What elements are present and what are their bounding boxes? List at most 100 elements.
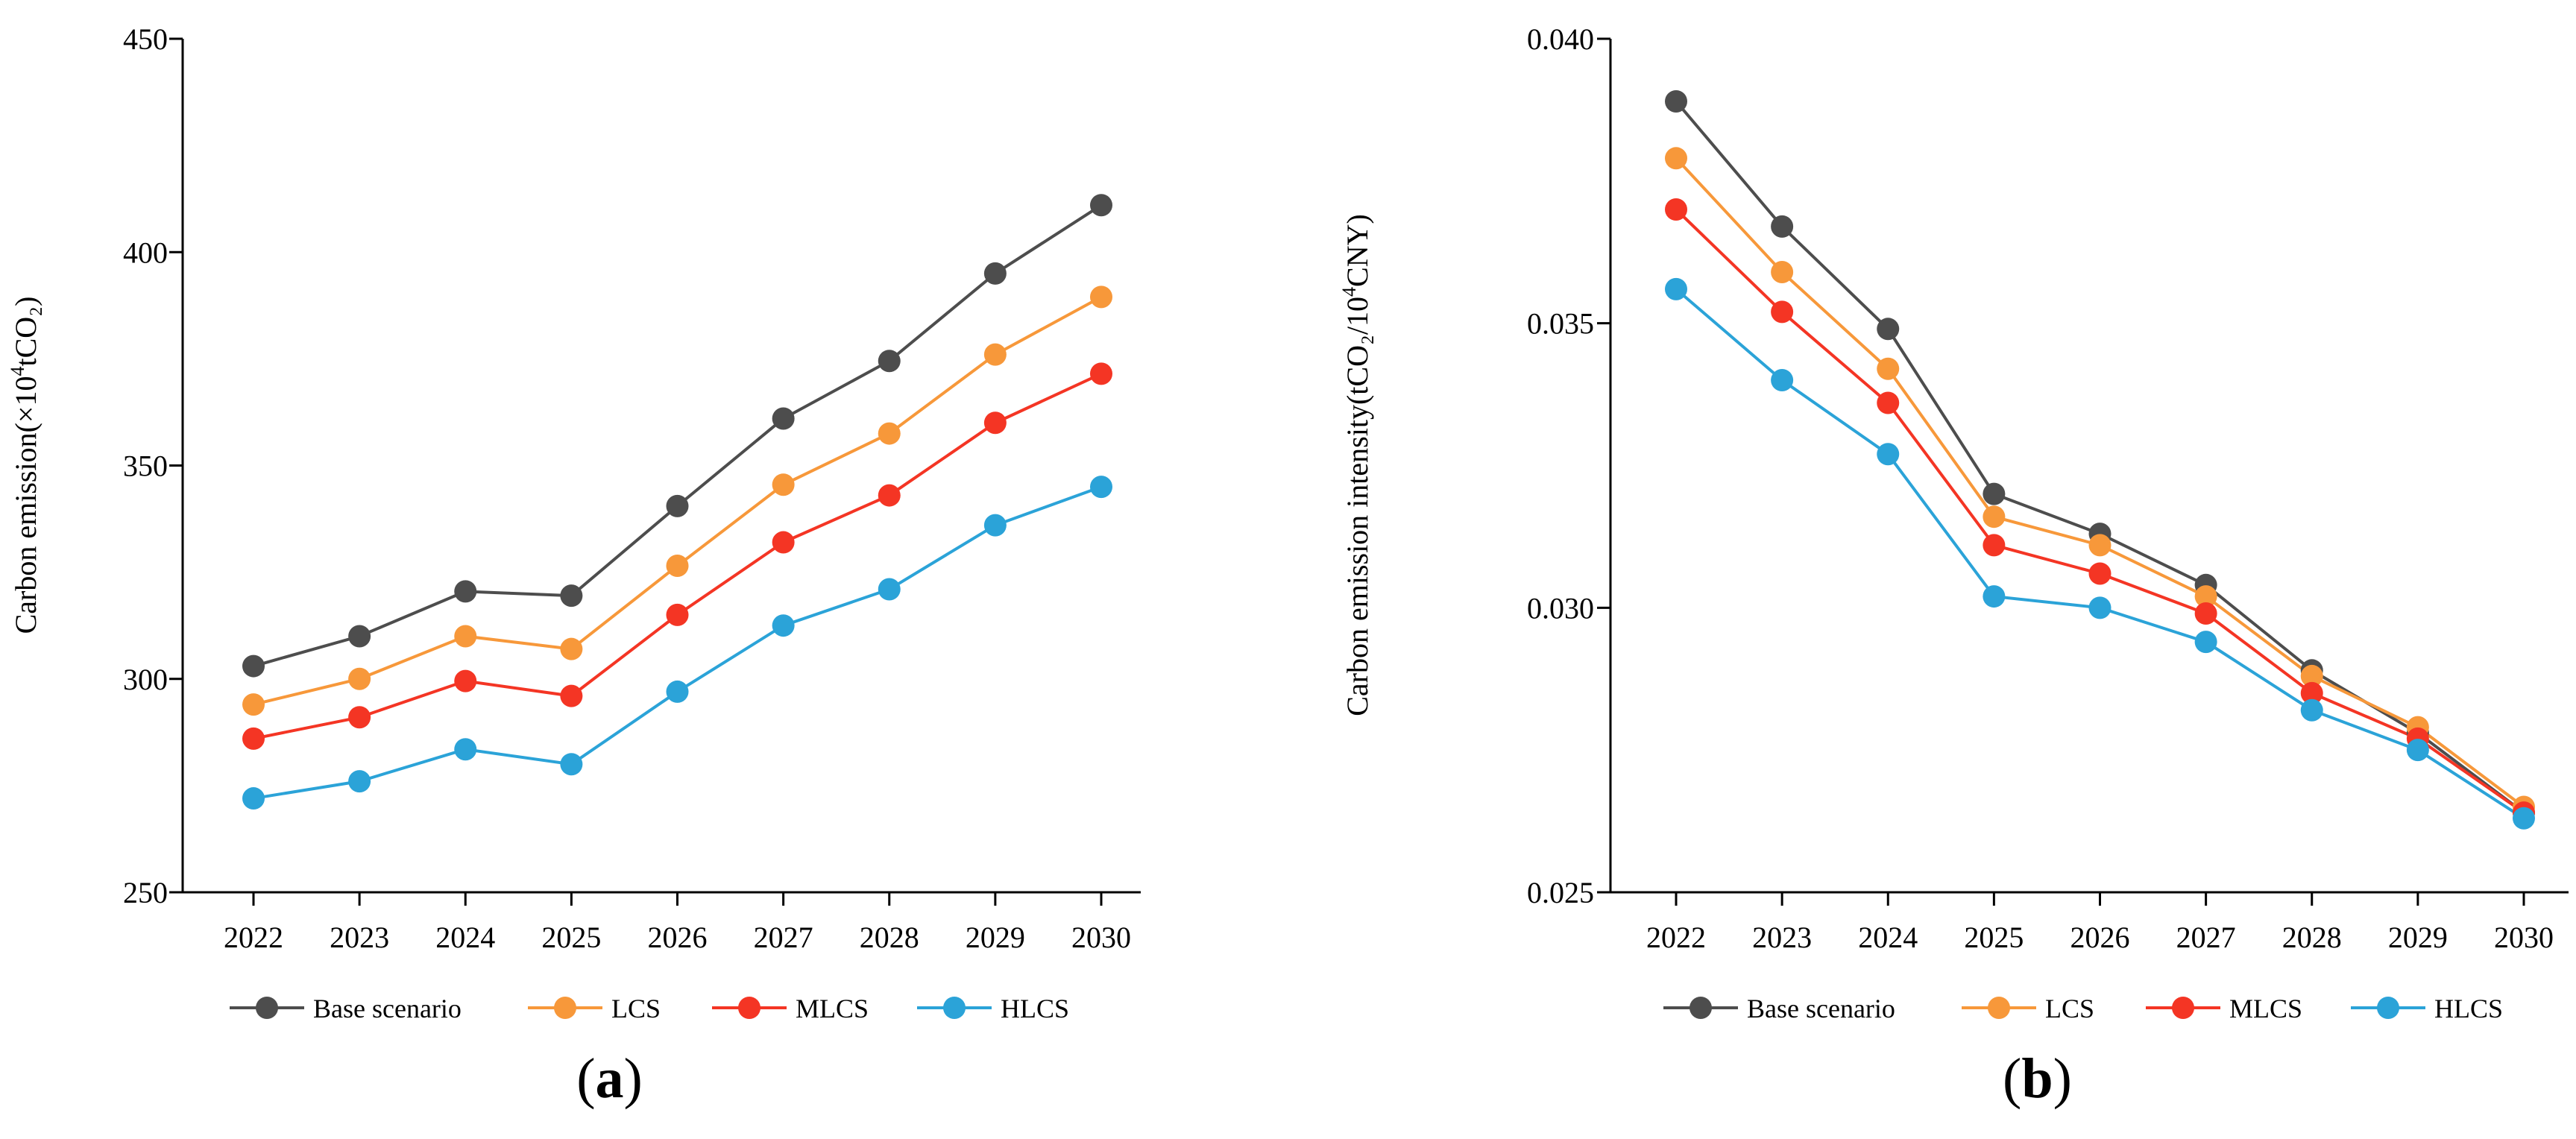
legend-label-base: Base scenario xyxy=(313,994,462,1023)
data-point-hlcs xyxy=(2406,739,2429,762)
x-tick-label: 2027 xyxy=(754,921,813,954)
y-axis-label: Carbon emission(×104tCO₂) xyxy=(7,297,42,634)
chart-panel-a: 250 300 350 400 450 2022 2023 2024 2025 2026 2027 2… xyxy=(7,22,1141,1110)
data-point-base xyxy=(1090,194,1112,217)
data-point-hlcs xyxy=(454,738,477,761)
chart-a-svg: 250 300 350 400 450 2022 2023 2024 2025 2026 2027 2… xyxy=(7,22,1141,1110)
x-tick-label: 2024 xyxy=(1858,921,1918,954)
legend-label-lcs: LCS xyxy=(611,994,661,1023)
data-point-base xyxy=(560,584,583,608)
legend-label-hlcs: HLCS xyxy=(1001,994,1069,1023)
data-point-base xyxy=(878,350,901,373)
data-point-mlcs xyxy=(1771,300,1794,324)
y-axis-label-main: Carbon emission(×10 xyxy=(9,376,42,634)
data-point-mlcs xyxy=(2088,562,2111,585)
data-point-lcs xyxy=(1090,285,1112,309)
data-point-lcs xyxy=(1771,260,1794,283)
panel-label-close: ) xyxy=(2053,1047,2072,1110)
panel-label: (a) xyxy=(576,1047,643,1110)
y-tick-label: 450 xyxy=(123,22,168,56)
data-point-hlcs xyxy=(1090,476,1112,499)
chart-b-svg: 0.025 0.030 0.035 0.040 2022 2023 2024 2025 2026… xyxy=(1338,22,2569,1110)
data-point-base xyxy=(1877,318,1900,341)
series-line-lcs xyxy=(1675,157,2525,809)
data-point-lcs xyxy=(454,625,477,648)
x-tick-label: 2023 xyxy=(1752,921,1812,954)
data-point-base xyxy=(1771,215,1794,238)
data-point-lcs xyxy=(772,473,795,496)
y-axis-label-tail: tCO₂) xyxy=(9,297,42,367)
data-point-lcs xyxy=(1983,505,2006,529)
legend-marker-mlcs xyxy=(738,997,760,1019)
data-point-hlcs xyxy=(878,578,901,601)
data-point-lcs xyxy=(560,637,583,660)
data-point-lcs xyxy=(242,693,265,716)
legend-label-mlcs: MLCS xyxy=(796,994,869,1023)
x-tick-label: 2030 xyxy=(1071,921,1131,954)
data-point-hlcs xyxy=(772,614,795,637)
data-point-hlcs xyxy=(1665,277,1687,300)
data-point-mlcs xyxy=(878,484,901,507)
data-point-lcs xyxy=(2194,585,2217,608)
x-tick-label: 2023 xyxy=(330,921,389,954)
legend-label-mlcs: MLCS xyxy=(2229,994,2302,1023)
y-tick-label: 0.040 xyxy=(1527,22,1594,56)
data-point-base xyxy=(242,654,265,678)
series-line-base xyxy=(1675,100,2525,814)
data-point-mlcs xyxy=(2300,681,2323,704)
data-point-hlcs xyxy=(242,787,265,810)
data-point-hlcs xyxy=(1771,369,1794,391)
data-point-base xyxy=(1665,89,1687,113)
x-tick-label: 2026 xyxy=(648,921,708,954)
panel-label-letter: a xyxy=(596,1047,624,1110)
data-point-mlcs xyxy=(1665,198,1687,221)
x-tick-label: 2030 xyxy=(2494,921,2554,954)
data-point-mlcs xyxy=(666,603,689,626)
y-tick-label: 300 xyxy=(123,663,168,696)
data-point-hlcs xyxy=(983,514,1007,537)
panel-label-close: ) xyxy=(624,1047,643,1110)
panel-label: (b) xyxy=(2003,1047,2072,1110)
data-point-base xyxy=(454,580,477,603)
x-tick-label: 2024 xyxy=(435,921,495,954)
legend-label-lcs: LCS xyxy=(2045,994,2094,1023)
y-axis-label-tail: CNY) xyxy=(1341,214,1374,287)
x-tick-label: 2028 xyxy=(2282,921,2342,954)
x-tick-label: 2025 xyxy=(541,921,601,954)
y-tick-label: 250 xyxy=(123,876,168,909)
legend-marker-hlcs xyxy=(2377,997,2399,1019)
data-point-base xyxy=(348,625,371,648)
x-tick-label: 2025 xyxy=(1964,921,2024,954)
legend-marker-hlcs xyxy=(943,997,966,1019)
data-point-base xyxy=(772,407,795,430)
data-point-mlcs xyxy=(242,727,265,750)
y-tick-label: 350 xyxy=(123,449,168,483)
data-point-lcs xyxy=(1877,357,1900,380)
legend-marker-mlcs xyxy=(2172,997,2194,1019)
y-tick-label: 0.030 xyxy=(1527,591,1594,625)
data-point-hlcs xyxy=(1877,443,1900,466)
data-point-lcs xyxy=(878,422,901,445)
data-point-base xyxy=(666,494,689,517)
x-tick-label: 2022 xyxy=(224,921,283,954)
data-point-hlcs xyxy=(2088,596,2111,619)
data-point-mlcs xyxy=(560,684,583,707)
data-point-lcs xyxy=(348,667,371,690)
data-point-mlcs xyxy=(983,411,1007,435)
y-axis-label-superscript: 4 xyxy=(1338,287,1360,297)
data-point-mlcs xyxy=(1877,391,1900,414)
panel-label-open: ( xyxy=(576,1047,595,1110)
data-point-hlcs xyxy=(666,680,689,703)
data-point-hlcs xyxy=(2513,807,2535,830)
panel-label-letter: b xyxy=(2021,1047,2053,1110)
data-point-lcs xyxy=(2088,534,2111,557)
data-point-hlcs xyxy=(2194,631,2217,654)
series-line-hlcs xyxy=(253,485,1102,801)
y-axis-label: Carbon emission intensity(tCO₂/104CNY) xyxy=(1338,214,1374,716)
data-point-mlcs xyxy=(772,531,795,554)
x-tick-label: 2022 xyxy=(1646,921,1706,954)
data-point-mlcs xyxy=(348,706,371,729)
x-tick-label: 2027 xyxy=(2176,921,2236,954)
legend-label-hlcs: HLCS xyxy=(2434,994,2503,1023)
legend-marker-base xyxy=(256,997,278,1019)
